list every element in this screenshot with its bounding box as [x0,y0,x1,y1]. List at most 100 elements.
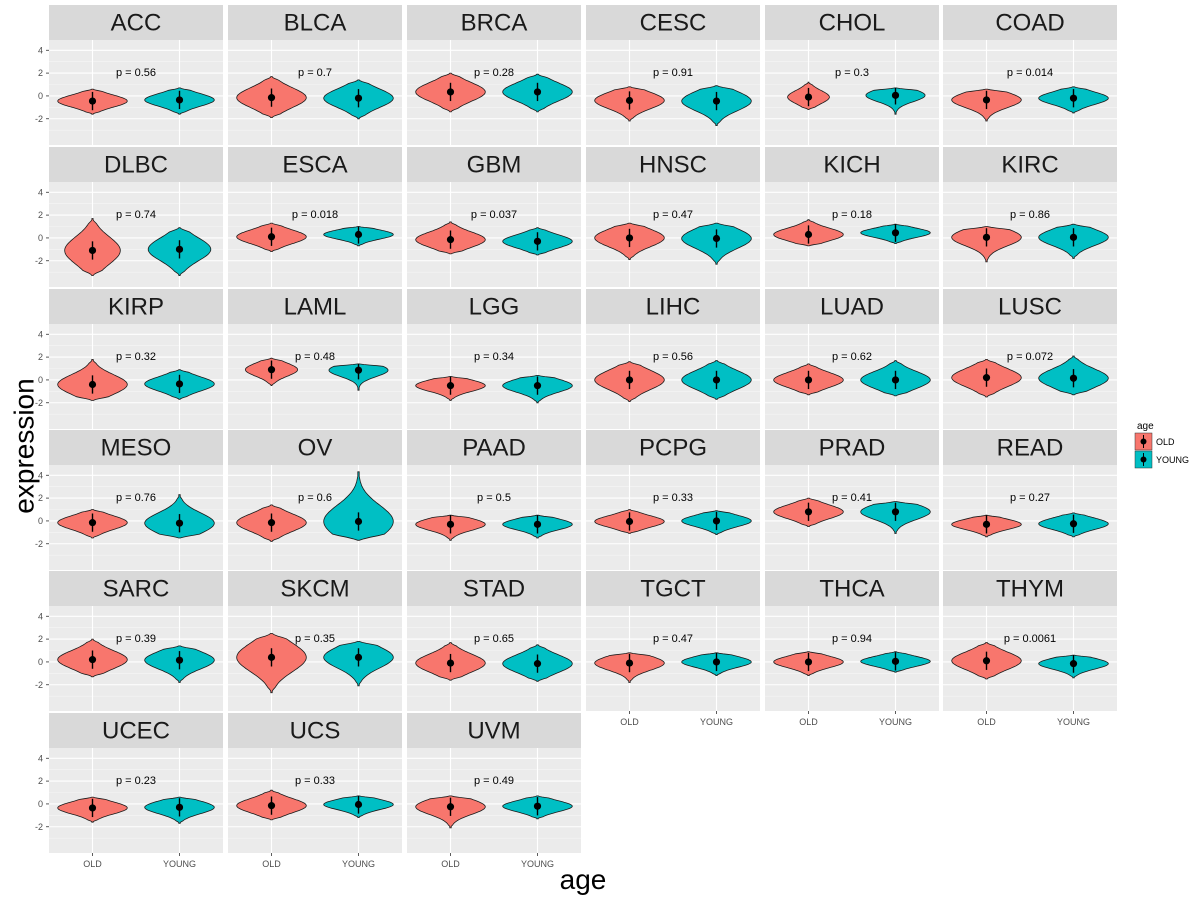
x-tick-label: OLD [977,717,996,727]
panel-pcpg: PCPG p = 0.33 [586,430,760,570]
median-point-old-skcm [267,653,276,661]
p-value-kirp: p = 0.32 [116,351,156,363]
p-value-lgg: p = 0.34 [474,351,514,363]
p-value-acc: p = 0.56 [116,67,156,79]
median-point-old-gbm [446,236,455,244]
median-point-young-laml [354,366,363,374]
strip-acc [49,5,223,40]
panel-prad: PRAD p = 0.41 [765,430,939,570]
p-value-hnsc: p = 0.47 [653,209,693,221]
median-point-old-sarc [88,656,97,664]
median-point-young-blca [354,94,363,102]
y-tick-label: -2 [35,114,43,124]
median-point-old-stad [446,659,455,667]
x-tick-label: OLD [441,859,460,869]
strip-ov [228,430,402,465]
median-point-young-read [1069,520,1078,528]
y-tick-label: 2 [38,493,43,503]
p-value-ucs: p = 0.33 [295,775,335,787]
median-point-old-chol [804,93,813,101]
strip-label-kirc: KIRC [1001,152,1058,179]
x-tick-label: YOUNG [879,717,912,727]
y-tick-label: 2 [38,68,43,78]
strip-prad [765,430,939,465]
strip-lusc [943,289,1117,324]
y-tick-label: 0 [38,375,43,385]
p-value-blca: p = 0.7 [298,67,332,79]
median-point-old-paad [446,520,455,528]
y-tick-label: 0 [38,233,43,243]
median-point-old-ov [267,519,276,527]
panel-lgg: LGG p = 0.34 [407,289,581,429]
panel-thym: THYM OLD YOUNG p = 0.0061 [943,571,1117,727]
median-point-old-lusc [982,374,991,382]
strip-label-lihc: LIHC [646,294,701,321]
panel-acc: ACC -2 0 2 4 p = 0.56 [35,5,223,145]
p-value-ov: p = 0.6 [298,492,332,504]
y-tick-label: 4 [38,329,43,339]
strip-dlbc [49,147,223,182]
legend-label-old: OLD [1156,437,1175,447]
strip-label-brca: BRCA [461,10,528,37]
median-point-young-chol [891,91,900,99]
median-point-young-dlbc [175,245,184,253]
p-value-stad: p = 0.65 [474,633,514,645]
panel-lihc: LIHC p = 0.56 [586,289,760,429]
panel-sarc: SARC -2 0 2 4 p = 0.39 [35,571,223,711]
strip-label-laml: LAML [284,294,347,321]
y-tick-label: -2 [35,680,43,690]
median-point-young-ucec [175,803,184,811]
panel-hnsc: HNSC p = 0.47 [586,147,760,287]
panel-skcm: SKCM p = 0.35 [228,571,402,711]
p-value-kirc: p = 0.86 [1010,209,1050,221]
median-point-old-blca [267,94,276,102]
strip-coad [943,5,1117,40]
panel-kirp: KIRP -2 0 2 4 p = 0.32 [35,289,223,429]
x-tick-label: OLD [262,859,281,869]
y-tick-label: 2 [38,776,43,786]
strip-label-hnsc: HNSC [639,152,707,179]
median-point-young-gbm [533,237,542,245]
strip-label-gbm: GBM [467,152,522,179]
p-value-uvm: p = 0.49 [474,775,514,787]
y-tick-label: 4 [38,470,43,480]
panel-esca: ESCA p = 0.018 [228,147,402,287]
strip-lgg [407,289,581,324]
strip-label-esca: ESCA [282,152,347,179]
strip-laml [228,289,402,324]
strip-luad [765,289,939,324]
strip-label-lusc: LUSC [998,294,1062,321]
median-point-young-prad [891,508,900,516]
median-point-young-skcm [354,653,363,661]
median-point-old-thca [804,658,813,666]
strip-label-coad: COAD [995,10,1064,37]
legend-label-young: YOUNG [1156,455,1189,465]
p-value-coad: p = 0.014 [1007,67,1053,79]
panel-ov: OV p = 0.6 [228,430,402,570]
p-value-thca: p = 0.94 [832,633,872,645]
x-tick-label: OLD [799,717,818,727]
strip-label-ucec: UCEC [102,718,170,745]
strip-label-meso: MESO [101,435,172,462]
p-value-read: p = 0.27 [1010,492,1050,504]
panel-uvm: UVM OLD YOUNG p = 0.49 [407,713,581,869]
panel-coad: COAD p = 0.014 [943,5,1117,145]
strip-label-kich: KICH [823,152,880,179]
p-value-chol: p = 0.3 [835,67,869,79]
x-tick-label: YOUNG [163,859,196,869]
strip-gbm [407,147,581,182]
strip-label-thca: THCA [819,576,884,603]
p-value-luad: p = 0.62 [832,351,872,363]
y-tick-label: 4 [38,45,43,55]
strip-label-paad: PAAD [462,435,526,462]
median-point-old-meso [88,519,97,527]
panel-gbm: GBM p = 0.037 [407,147,581,287]
strip-skcm [228,571,402,606]
median-point-young-kich [891,229,900,237]
median-point-old-esca [267,233,276,241]
y-tick-label: 0 [38,799,43,809]
p-value-tgct: p = 0.47 [653,633,693,645]
strip-label-sarc: SARC [103,576,170,603]
median-point-young-sarc [175,656,184,664]
